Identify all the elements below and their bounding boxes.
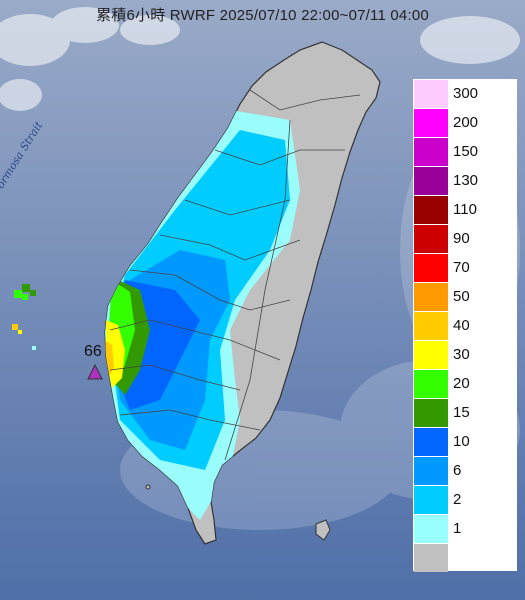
legend-swatch xyxy=(414,457,448,485)
cloud-patches xyxy=(0,7,520,111)
legend-label: 15 xyxy=(453,404,470,421)
rain-gauge-marker xyxy=(87,363,103,380)
legend-label: 10 xyxy=(453,433,470,450)
legend-label: 2 xyxy=(453,491,462,508)
legend-swatch xyxy=(414,515,448,543)
legend-swatch xyxy=(414,312,448,340)
map-title: 累積6小時 RWRF 2025/07/10 22:00~07/11 04:00 xyxy=(96,7,429,24)
legend-label: 50 xyxy=(453,288,470,305)
legend-swatch xyxy=(414,254,448,282)
legend-label: 300 xyxy=(453,85,479,102)
legend-label: 40 xyxy=(453,317,470,334)
legend-swatch xyxy=(414,341,448,369)
legend-swatch xyxy=(414,399,448,427)
max-rainfall-label: 66 xyxy=(84,343,102,360)
small-islands xyxy=(145,484,331,541)
rainfall-legend: 300 200 150 130 110 90 70 50 40 30 20 15 10 6 2 1 xyxy=(413,79,517,572)
legend-swatch xyxy=(414,225,448,253)
legend-label: 70 xyxy=(453,259,470,276)
legend-label: 30 xyxy=(453,346,470,363)
legend-label: 110 xyxy=(453,201,477,218)
sea-rain-cells xyxy=(12,284,36,350)
legend-label: 1 xyxy=(453,520,462,537)
legend-label: 130 xyxy=(453,172,479,189)
legend-label: 6 xyxy=(453,462,462,479)
legend-swatch xyxy=(414,109,448,137)
legend-swatch xyxy=(414,428,448,456)
legend-swatch xyxy=(414,196,448,224)
legend-swatch xyxy=(414,138,448,166)
legend-label: 150 xyxy=(453,143,479,160)
legend-swatch xyxy=(414,370,448,398)
legend-label: 20 xyxy=(453,375,470,392)
legend-swatch xyxy=(414,544,448,572)
rainfall-overlay xyxy=(105,110,300,520)
legend-swatch xyxy=(414,283,448,311)
legend-swatch xyxy=(414,486,448,514)
county-boundaries xyxy=(109,89,361,461)
legend-label: 90 xyxy=(453,230,470,247)
legend-label: 200 xyxy=(453,114,479,131)
legend-swatch xyxy=(414,80,448,108)
legend-swatch xyxy=(414,167,448,195)
